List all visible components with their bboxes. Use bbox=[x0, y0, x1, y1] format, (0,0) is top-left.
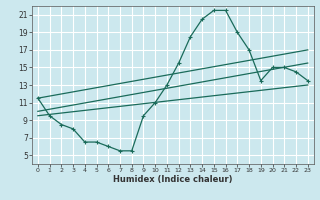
X-axis label: Humidex (Indice chaleur): Humidex (Indice chaleur) bbox=[113, 175, 233, 184]
